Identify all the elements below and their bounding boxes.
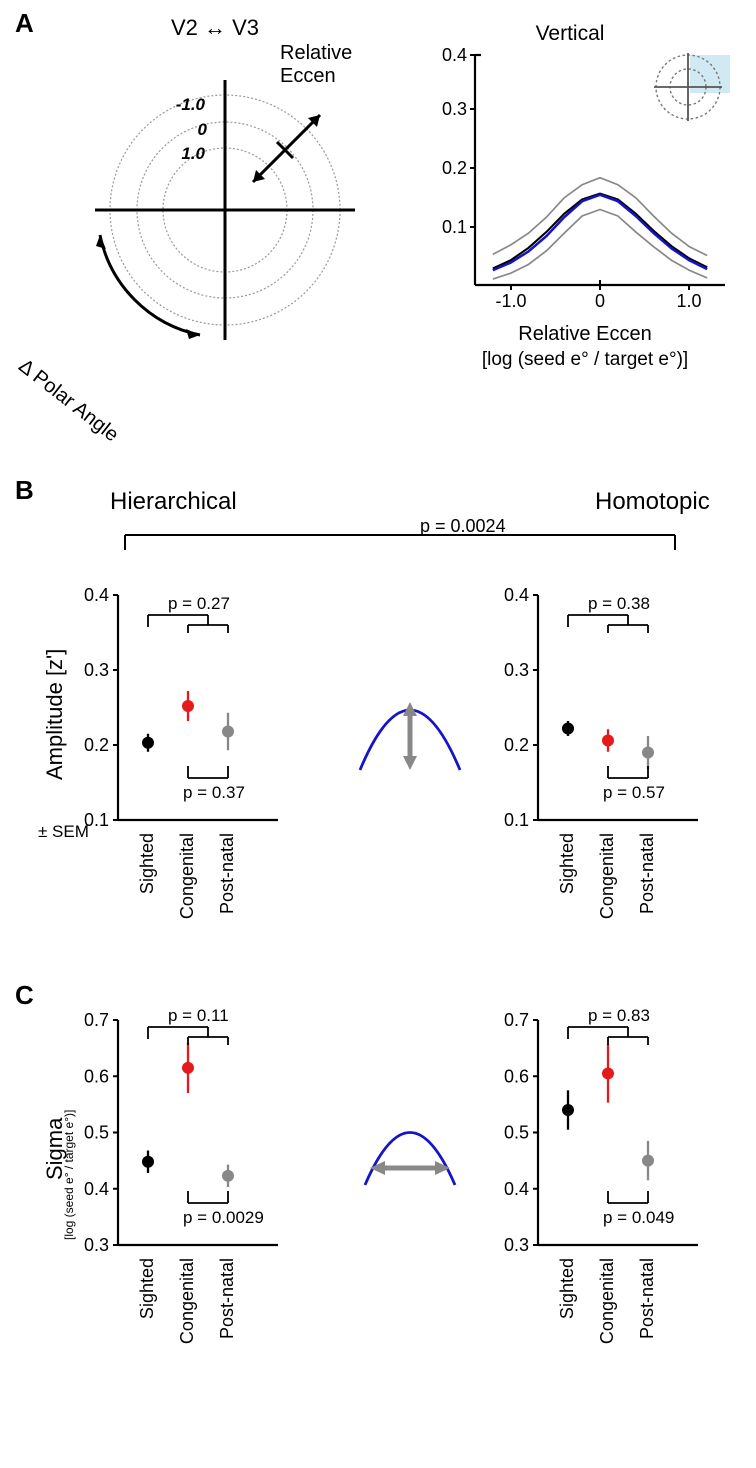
svg-text:0.6: 0.6	[84, 1066, 109, 1086]
svg-text:Sighted: Sighted	[137, 833, 157, 894]
svg-text:1.0: 1.0	[676, 291, 701, 311]
svg-text:p = 0.38: p = 0.38	[588, 594, 650, 613]
panelC-left-plot: 0.3 0.4 0.5 0.6 0.7 Sighted Congenital Post-nat…	[70, 985, 330, 1425]
svg-text:-1.0: -1.0	[176, 95, 206, 114]
svg-text:p = 0.57: p = 0.57	[603, 783, 665, 802]
svg-text:p = 0.049: p = 0.049	[603, 1208, 674, 1227]
svg-text:0.4: 0.4	[504, 585, 529, 605]
hierarchical-title: Hierarchical	[110, 488, 237, 516]
svg-text:0: 0	[595, 291, 605, 311]
svg-text:Congenital: Congenital	[597, 1258, 617, 1344]
svg-text:0.5: 0.5	[504, 1123, 529, 1143]
panelB-left-plot: 0.1 0.2 0.3 0.4 Sighted Congenital Post-natal p…	[70, 560, 330, 950]
svg-text:Sighted: Sighted	[137, 1258, 157, 1319]
svg-text:Sighted: Sighted	[557, 833, 577, 894]
svg-text:0.5: 0.5	[84, 1123, 109, 1143]
svg-text:p = 0.83: p = 0.83	[588, 1006, 650, 1025]
svg-text:1.0: 1.0	[181, 144, 205, 163]
line-xlabel2: [log (seed e° / target e°)]	[482, 349, 688, 370]
panelB-right-plot: 0.1 0.2 0.3 0.4 Sighted Congenital Post-natal p…	[490, 560, 750, 950]
panelC-right-plot: 0.3 0.4 0.5 0.6 0.7 Sighted Congenital Post-nat…	[490, 985, 750, 1425]
svg-text:Congenital: Congenital	[597, 833, 617, 919]
panel-b-label: B	[15, 475, 34, 506]
svg-text:0.1: 0.1	[84, 810, 109, 830]
homotopic-title: Homotopic	[595, 488, 710, 516]
svg-text:0.7: 0.7	[84, 1010, 109, 1030]
line-xlabel: Relative Eccen	[518, 323, 651, 345]
panel-a-label: A	[15, 8, 34, 39]
svg-text:Sighted: Sighted	[557, 1258, 577, 1319]
svg-text:0.6: 0.6	[504, 1066, 529, 1086]
svg-text:0.3: 0.3	[504, 660, 529, 680]
svg-text:0.7: 0.7	[504, 1010, 529, 1030]
svg-text:0.1: 0.1	[442, 217, 467, 237]
svg-text:0.3: 0.3	[442, 99, 467, 119]
line-title: Vertical	[536, 22, 605, 45]
svg-text:Post-natal: Post-natal	[637, 1258, 657, 1339]
svg-text:Post-natal: Post-natal	[217, 833, 237, 914]
svg-text:0.4: 0.4	[442, 45, 467, 65]
svg-text:0.2: 0.2	[84, 735, 109, 755]
svg-text:0.4: 0.4	[504, 1179, 529, 1199]
line-plot: Vertical 0.1 0.2 0.3 0.4 -1.0 0 1.0	[420, 20, 750, 400]
cross-bracket	[120, 520, 680, 560]
svg-text:0.2: 0.2	[442, 158, 467, 178]
svg-text:0.4: 0.4	[84, 1179, 109, 1199]
svg-text:Congenital: Congenital	[177, 833, 197, 919]
svg-text:Post-natal: Post-natal	[217, 1258, 237, 1339]
svg-text:0.3: 0.3	[504, 1235, 529, 1255]
svg-text:0.3: 0.3	[84, 660, 109, 680]
amplitude-label: Amplitude [z']	[42, 649, 68, 780]
svg-text:0: 0	[198, 120, 208, 139]
sigma-icon	[345, 1100, 475, 1210]
svg-text:0.4: 0.4	[84, 585, 109, 605]
svg-text:-1.0: -1.0	[495, 291, 526, 311]
svg-text:0.3: 0.3	[84, 1235, 109, 1255]
svg-text:0.1: 0.1	[504, 810, 529, 830]
cross-p-label: p = 0.0024	[420, 516, 506, 537]
svg-text:p = 0.11: p = 0.11	[168, 1006, 229, 1025]
svg-text:p = 0.0029: p = 0.0029	[183, 1208, 264, 1227]
svg-text:0.2: 0.2	[504, 735, 529, 755]
svg-text:Congenital: Congenital	[177, 1258, 197, 1344]
amplitude-icon	[345, 680, 475, 790]
svg-text:p = 0.27: p = 0.27	[168, 594, 230, 613]
svg-text:p = 0.37: p = 0.37	[183, 783, 245, 802]
polar-title: V2 ↔ V3	[171, 15, 259, 40]
svg-text:Post-natal: Post-natal	[637, 833, 657, 914]
polar-plot: V2 ↔ V3	[40, 10, 380, 370]
panel-c-label: C	[15, 980, 34, 1011]
relative-eccen-label: Relative Eccen	[280, 42, 380, 88]
